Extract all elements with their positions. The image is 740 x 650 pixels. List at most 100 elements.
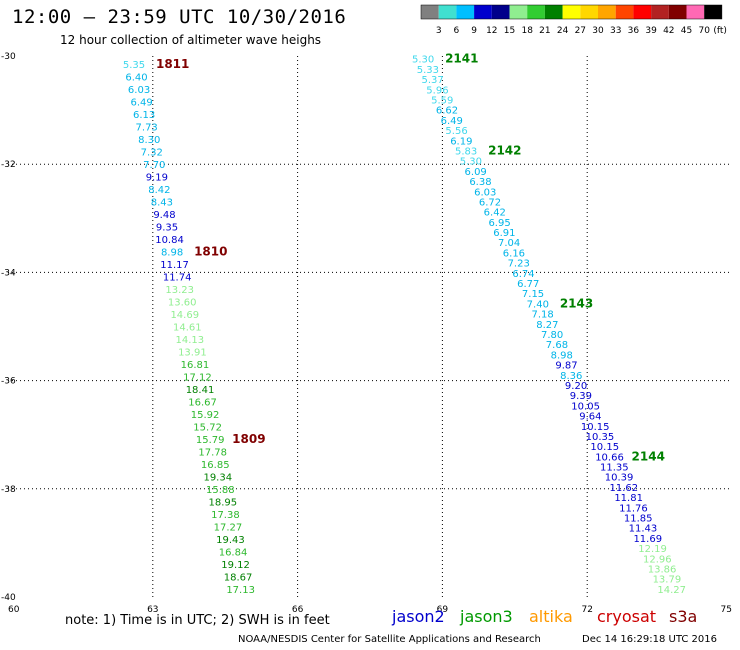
wave-height-point: 7.70	[143, 160, 165, 171]
colorbar-swatch	[544, 5, 563, 19]
wave-height-point: 13.91	[178, 347, 207, 358]
y-tick-label: -40	[1, 593, 16, 603]
wave-height-point: 10.84	[155, 235, 184, 246]
pass-time-label: 2144	[632, 449, 665, 463]
wave-height-point: 7.18	[531, 310, 553, 321]
colorbar-tick-label: 3	[436, 26, 442, 36]
wave-height-point: 10.15	[581, 422, 610, 433]
wave-height-point: 6.49	[441, 116, 463, 127]
colorbar-tick-label: 39	[645, 26, 657, 36]
wave-height-point: 13.86	[648, 564, 677, 575]
wave-height-point: 6.49	[130, 98, 152, 109]
wave-height-point: 14.13	[176, 335, 205, 346]
wave-height-point: 9.19	[146, 173, 168, 184]
wave-height-point: 14.27	[657, 585, 686, 596]
wave-height-point: 6.38	[469, 177, 491, 188]
colorbar-swatch	[633, 5, 652, 19]
wave-height-point: 6.95	[488, 218, 510, 229]
colorbar-swatch	[704, 5, 722, 19]
wave-height-point: 10.35	[586, 432, 615, 443]
wave-height-point: 6.09	[465, 167, 487, 178]
mission-label-jason3: jason3	[460, 607, 513, 626]
wave-height-point: 7.23	[508, 259, 530, 270]
colorbar-tick-label: 45	[681, 26, 692, 36]
wave-height-point: 15.88	[206, 485, 235, 496]
track-jason2: 5.35 6.406.03 6.496.13 7.738.30 7.327.70 9.19…	[123, 57, 266, 596]
wave-height-point: 6.91	[493, 228, 515, 239]
colorbar-swatch	[668, 5, 687, 19]
y-tick-label: -30	[1, 52, 16, 62]
wave-height-point: 9.48	[153, 210, 175, 221]
chart-subtitle: 12 hour collection of altimeter wave hei…	[60, 33, 322, 47]
wave-height-point: 14.61	[173, 323, 202, 334]
colorbar-tick-label: 27	[575, 26, 586, 36]
y-tick-label: -38	[1, 485, 16, 495]
colorbar-legend: 3 6 9 12 15 18 21 24 27 30 33 36 39 42 45 70 (ft)	[420, 4, 727, 36]
wave-height-point: 12.19	[638, 544, 667, 555]
wave-height-point: 11.35	[600, 463, 629, 474]
y-tick-label: -36	[1, 377, 16, 387]
colorbar-tick-label: 70	[698, 26, 710, 36]
wave-height-point: 5.30	[460, 157, 482, 168]
colorbar-swatch	[474, 5, 492, 19]
grid-lines	[8, 56, 732, 597]
colorbar-tick-label: 15	[504, 26, 515, 36]
wave-height-point: 5.37	[422, 75, 444, 86]
wave-height-point: 16.67	[188, 397, 217, 408]
wave-height-point: 10.05	[571, 401, 600, 412]
wave-height-point: 7.32	[141, 148, 163, 159]
x-tick-label: 60	[8, 605, 20, 615]
wave-height-point: 6.42	[484, 208, 506, 219]
colorbar-tick-label: 18	[521, 26, 533, 36]
mission-label-altika: altika	[529, 607, 573, 626]
satellite-tracks: 5.356.406.036.496.137.738.307.327.709.19…	[123, 52, 686, 596]
track-jason3: 5.305.335.375.965.596.626.495.566.195.83…	[412, 52, 686, 596]
y-tick-label: -32	[1, 160, 16, 170]
chart-title: 12:00 – 23:59 UTC 10/30/2016	[12, 6, 347, 28]
wave-height-point: 16.81	[181, 360, 210, 371]
wave-height-point: 16.85	[201, 460, 230, 471]
wave-height-point: 5.33	[417, 65, 439, 76]
colorbar-swatch	[562, 5, 581, 19]
colorbar-swatch	[527, 5, 545, 19]
colorbar-tick-label: 33	[610, 26, 621, 36]
colorbar-tick-label: 42	[663, 26, 674, 36]
mission-label-jason2: jason2	[392, 607, 445, 626]
wave-height-point: 9.39	[570, 391, 592, 402]
footer-credit: NOAA/NESDIS Center for Satellite Applica…	[238, 634, 541, 645]
wave-height-point: 18.67	[224, 572, 253, 583]
wave-height-point: 5.56	[445, 126, 467, 137]
wave-height-point: 11.81	[614, 493, 643, 504]
colorbar-tick-label: 21	[539, 26, 550, 36]
wave-height-point: 6.03	[474, 187, 496, 198]
wave-height-point: 17.38	[211, 510, 240, 521]
wave-height-point: 10.15	[590, 442, 619, 453]
colorbar-unit: (ft)	[713, 26, 727, 36]
wave-height-point: 7.80	[541, 330, 563, 341]
colorbar-tick-label: 30	[592, 26, 604, 36]
colorbar-tick-label: 12	[486, 26, 497, 36]
pass-time-label: 1810	[194, 245, 227, 259]
colorbar-swatch	[615, 5, 634, 19]
wave-height-point: 17.78	[198, 447, 227, 458]
mission-label-cryosat: cryosat	[597, 607, 657, 626]
wave-height-point: 9.87	[555, 361, 577, 372]
wave-height-point: 5.30	[412, 55, 434, 66]
wave-height-point: 6.16	[503, 248, 525, 259]
wave-height-point: 6.74	[512, 269, 534, 280]
wave-height-point: 6.13	[133, 110, 155, 121]
footer-timestamp: Dec 14 16:29:18 UTC 2016	[582, 634, 717, 645]
wave-height-point: 11.17	[160, 260, 189, 271]
wave-height-point: 6.19	[450, 136, 472, 147]
wave-height-point: 6.03	[128, 85, 150, 96]
colorbar-swatch	[491, 5, 510, 19]
colorbar-swatch	[598, 5, 616, 19]
colorbar-swatch	[580, 5, 598, 19]
colorbar-swatch	[651, 5, 669, 19]
pass-time-label: 2142	[488, 143, 521, 157]
wave-height-point: 18.95	[209, 497, 238, 508]
y-tick-label: -34	[1, 268, 16, 278]
wave-height-point: 13.60	[168, 298, 197, 309]
wave-height-point: 15.79	[196, 435, 225, 446]
